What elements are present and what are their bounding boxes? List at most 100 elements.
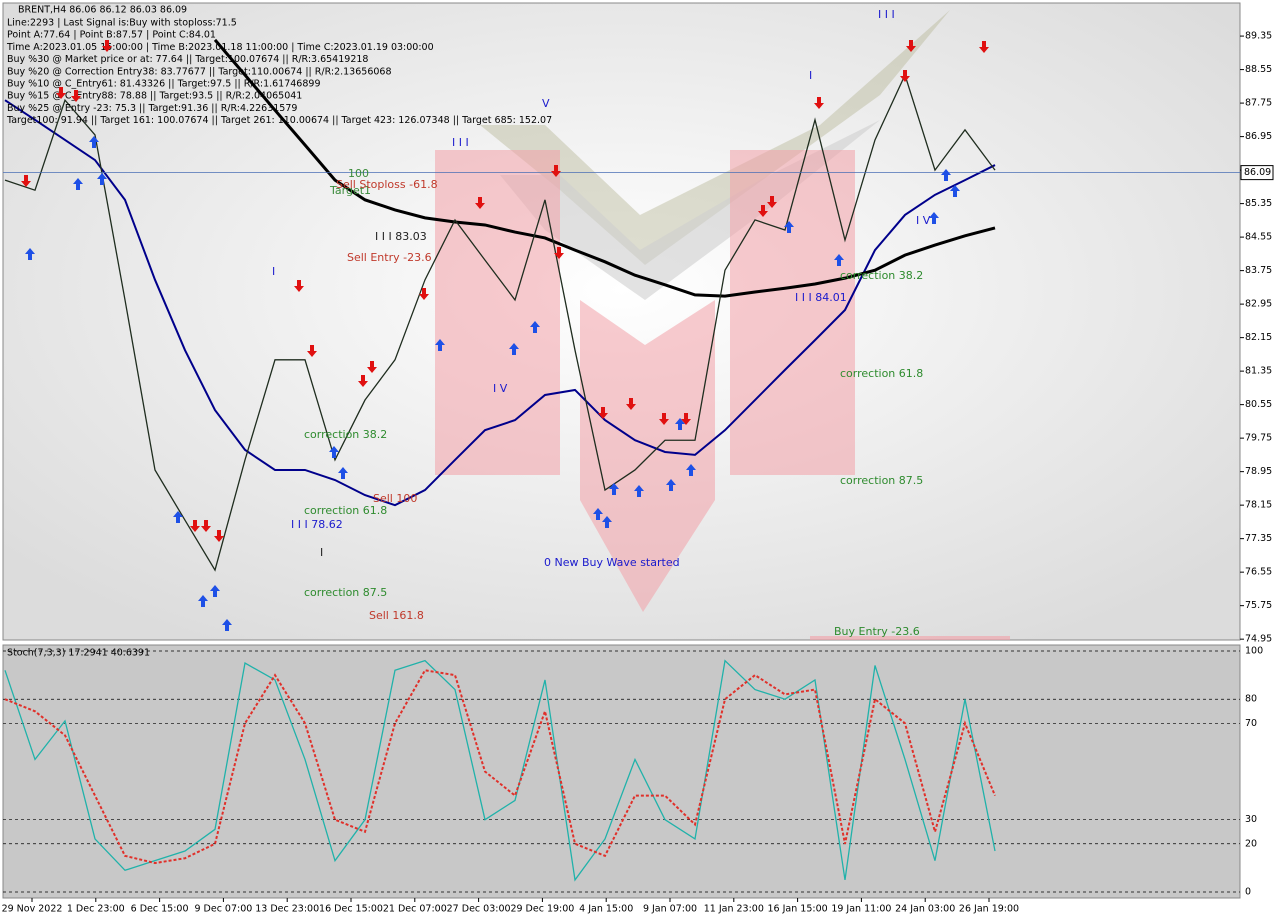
series-line [213,38,996,298]
annotation: I [272,265,275,278]
y-tick-label: 30 [1245,814,1257,825]
annotation: I I I 83.03 [375,230,427,243]
sell-arrow [554,247,564,259]
y-tick-label: 87.75 [1245,98,1272,109]
pattern-chevron [480,10,950,265]
annotation: correction 38.2 [304,428,387,441]
info-line: Target100: 91.94 || Target 161: 100.0767… [6,115,552,126]
sell-arrow [56,87,66,99]
annotation: correction 87.5 [840,474,923,487]
sell-arrow [626,398,636,410]
annotation: V [542,97,550,110]
x-tick-label: 1 Dec 23:00 [67,904,125,915]
annotation: Sell 161.8 [369,609,424,622]
sell-arrow [102,40,112,52]
info-line: Line:2293 | Last Signal is:Buy with stop… [7,18,237,29]
x-tick-label: 16 Dec 15:00 [319,904,383,915]
buy-arrow [198,595,208,607]
annotation: 0 New Buy Wave started [544,556,680,569]
pattern-chevron [500,120,880,300]
annotation: correction 38.2 [840,269,923,282]
x-tick-label: 21 Dec 07:00 [383,904,447,915]
buy-arrow [602,516,612,528]
buy-arrow [89,136,99,148]
y-tick-label: 79.75 [1245,433,1272,444]
y-tick-label: 80 [1245,694,1257,705]
annotation: I V [916,214,931,227]
x-tick-label: 6 Dec 15:00 [131,904,189,915]
pattern-bar [730,150,855,475]
series-line [4,659,996,882]
annotation: correction 61.8 [304,504,387,517]
info-line: Buy %25 @ Entry -23: 75.3 || Target:91.3… [7,103,297,114]
y-tick-label: 83.75 [1245,265,1272,276]
buy-arrow [173,511,183,523]
annotation: Target1 [329,184,371,197]
buy-arrow [941,169,951,181]
sell-arrow [551,165,561,177]
y-tick-label: 75.75 [1245,600,1272,611]
buy-arrow [338,467,348,479]
info-line: Buy %15 @ C_Entry88: 78.88 || Target:93.… [7,91,302,102]
sell-arrow [758,205,768,217]
sell-arrow [681,413,691,425]
x-tick-label: 24 Jan 03:00 [895,904,955,915]
buy-arrow [686,464,696,476]
y-tick-label: 78.95 [1245,466,1272,477]
y-tick-label: 84.55 [1245,232,1272,243]
last-price-box [1240,165,1274,181]
y-tick-label: 74.95 [1245,634,1272,645]
buy-arrow [929,212,939,224]
buy-arrow [329,446,339,458]
series-line [4,99,996,507]
buy-arrow [634,485,644,497]
sell-arrow [21,175,31,187]
x-tick-label: 13 Dec 23:00 [255,904,319,915]
y-tick-label: 82.15 [1245,332,1272,343]
info-line: Time A:2023.01.05 15:00:00 | Time B:2023… [6,42,434,53]
series-line [4,669,996,865]
sell-arrow [900,70,910,82]
sell-arrow [979,41,989,53]
sell-arrow [358,375,368,387]
buy-arrow [73,178,83,190]
buy-arrow [950,185,960,197]
buy-arrow [609,483,619,495]
sell-arrow [190,520,200,532]
annotation: I I I [452,136,469,149]
sell-arrow [814,97,824,109]
annotation: correction 87.5 [304,586,387,599]
buy-arrow [530,321,540,333]
pattern-bar [435,150,560,475]
info-line: Buy %20 @ Correction Entry38: 83.77677 |… [7,66,392,77]
sell-arrow [659,413,669,425]
y-tick-label: 100 [1245,646,1263,657]
y-tick-label: 20 [1245,838,1257,849]
stoch-title: Stoch(7,3,3) 17.2941 40.6391 [7,648,150,659]
sell-arrow [367,361,377,373]
annotation: I [809,69,812,82]
x-tick-label: 9 Jan 07:00 [643,904,697,915]
y-tick-label: 78.15 [1245,500,1272,511]
y-tick-label: 89.35 [1245,31,1272,42]
x-tick-label: 19 Jan 11:00 [831,904,891,915]
x-tick-label: 29 Dec 19:00 [510,904,574,915]
symbol-line: BRENT,H4 86.06 86.12 86.03 86.09 [18,5,187,16]
buy-arrow [222,619,232,631]
annotation: correction 61.8 [840,367,923,380]
sell-arrow [598,407,608,419]
last-price-label: 86.09 [1244,167,1271,178]
x-tick-label: 16 Jan 15:00 [768,904,828,915]
y-tick-label: 70 [1245,718,1257,729]
y-tick-label: 80.55 [1245,399,1272,410]
x-tick-label: 29 Nov 2022 [2,904,63,915]
y-tick-label: 86.95 [1245,131,1272,142]
buy-arrow [784,221,794,233]
annotation: Sell Entry -23.6 [347,251,432,264]
y-tick-label: 88.55 [1245,64,1272,75]
annotation: I [320,546,323,559]
series-line [4,73,996,572]
y-tick-label: 0 [1245,886,1251,897]
